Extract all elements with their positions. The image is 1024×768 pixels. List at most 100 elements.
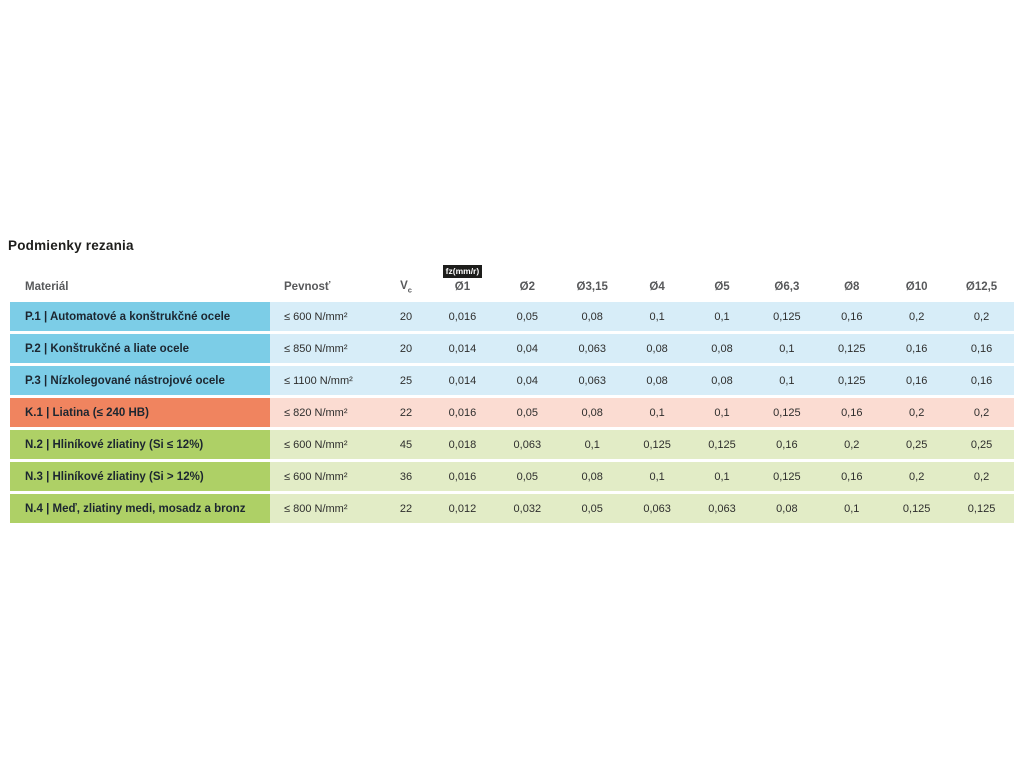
fz-cell: 0,1 [844,502,860,515]
strength-cell: ≤ 600 N/mm² [284,438,348,451]
fz-cell: 0,1 [714,470,730,483]
material-cell: K.1 | Liatina (≤ 240 HB) [10,398,270,428]
fz-cell: 0,1 [649,310,665,323]
material-cell: N.2 | Hliníkové zliatiny (Si ≤ 12%) [10,430,270,460]
fz-cell: 0,1 [649,470,665,483]
column-header-d3-15: Ø3,15 [576,280,608,293]
fz-cell: 0,016 [448,310,477,323]
fz-cell: 0,125 [643,438,671,451]
fz-cell: 0,05 [516,310,539,323]
fz-cell: 0,016 [448,470,477,483]
strength-cell: ≤ 800 N/mm² [284,502,348,515]
fz-cell: 0,063 [708,502,736,515]
column-header-d10: Ø10 [905,280,928,293]
fz-cell: 0,08 [581,470,603,483]
fz-cell: 0,04 [516,374,539,387]
table-row-p1: P.1 | Automatové a konštrukčné ocele ≤ 6… [10,302,1014,332]
fz-cell: 0,16 [776,438,798,451]
table-header-row: Materiál Pevnosť Vc fz(mm/r) Ø1 Ø2 Ø3,15… [10,265,1014,294]
column-header-d6-3: Ø6,3 [774,280,800,293]
fz-cell: 0,1 [584,438,600,451]
fz-cell: 0,063 [513,438,542,451]
fz-cell: 0,125 [838,374,866,387]
strength-cell: ≤ 600 N/mm² [284,310,348,323]
fz-cell: 0,1 [714,406,730,419]
column-header-d5: Ø5 [714,280,730,293]
fz-cell: 0,25 [905,438,928,451]
fz-cell: 0,16 [970,342,993,355]
fz-cell: 0,2 [844,438,860,451]
fz-cell: 0,08 [711,342,733,355]
fz-cell: 0,014 [448,342,477,355]
fz-cell: 0,2 [909,406,925,419]
fz-cell: 0,018 [448,438,477,451]
fz-cell: 0,125 [838,342,866,355]
strength-cell: ≤ 820 N/mm² [284,406,348,419]
cutting-conditions-table: Materiál Pevnosť Vc fz(mm/r) Ø1 Ø2 Ø3,15… [10,265,1014,524]
fz-cell: 0,05 [516,406,539,419]
fz-cell: 0,125 [773,406,801,419]
fz-unit-badge: fz(mm/r) [442,265,483,278]
fz-cell: 0,05 [516,470,539,483]
table-row-n4: N.4 | Meď, zliatiny medi, mosadz a bronz… [10,494,1014,524]
fz-cell: 0,16 [970,374,993,387]
fz-cell: 0,08 [581,406,603,419]
fz-cell: 0,08 [776,502,798,515]
vc-cell: 36 [399,470,413,483]
vc-cell: 22 [399,502,413,515]
column-header-material: Materiál [25,280,69,293]
table-row-k1: K.1 | Liatina (≤ 240 HB) ≤ 820 N/mm² 22 … [10,398,1014,428]
fz-cell: 0,2 [909,310,925,323]
vc-symbol: V [400,280,408,292]
fz-cell: 0,16 [841,406,863,419]
fz-cell: 0,08 [646,374,668,387]
fz-cell: 0,16 [905,342,928,355]
fz-cell: 0,012 [448,502,477,515]
fz-cell: 0,16 [905,374,928,387]
vc-cell: 20 [399,342,413,355]
table-row-p3: P.3 | Nízkolegované nástrojové ocele ≤ 1… [10,366,1014,396]
fz-cell: 0,125 [902,502,931,515]
fz-cell: 0,1 [779,342,795,355]
material-cell: P.2 | Konštrukčné a liate ocele [10,334,270,364]
fz-cell: 0,2 [909,470,925,483]
material-cell: N.4 | Meď, zliatiny medi, mosadz a bronz [10,494,270,524]
vc-cell: 22 [399,406,413,419]
vc-cell: 45 [399,438,413,451]
material-cell: P.1 | Automatové a konštrukčné ocele [10,302,270,332]
strength-cell: ≤ 600 N/mm² [284,470,348,483]
fz-cell: 0,16 [841,310,863,323]
table-body: P.1 | Automatové a konštrukčné ocele ≤ 6… [10,302,1014,524]
table-row-n3: N.3 | Hliníkové zliatiny (Si > 12%) ≤ 60… [10,462,1014,492]
table-row-n2: N.2 | Hliníkové zliatiny (Si ≤ 12%) ≤ 60… [10,430,1014,460]
fz-cell: 0,25 [970,438,993,451]
fz-cell: 0,125 [773,310,801,323]
strength-cell: ≤ 850 N/mm² [284,342,348,355]
column-header-d2: Ø2 [519,280,535,293]
strength-cell: ≤ 1100 N/mm² [284,374,353,387]
column-header-vc: Vc [382,280,430,294]
column-header-d1: fz(mm/r) Ø1 [430,265,495,294]
fz-cell: 0,125 [773,470,801,483]
fz-cell: 0,2 [973,470,990,483]
fz-cell: 0,125 [708,438,736,451]
column-header-strength: Pevnosť [284,280,331,293]
column-header-d8: Ø8 [844,280,860,293]
fz-cell: 0,08 [581,310,603,323]
fz-cell: 0,014 [448,374,477,387]
fz-cell: 0,05 [581,502,603,515]
fz-cell: 0,2 [973,310,990,323]
column-header-d12-5: Ø12,5 [965,280,998,293]
fz-cell: 0,032 [513,502,542,515]
cutting-conditions-section: Podmienky rezania Materiál Pevnosť Vc fz… [8,238,1016,526]
fz-cell: 0,1 [714,310,730,323]
fz-cell: 0,1 [779,374,795,387]
column-header-d4: Ø4 [649,280,665,293]
fz-cell: 0,125 [967,502,996,515]
fz-cell: 0,063 [578,374,606,387]
vc-subscript: c [407,285,412,295]
fz-cell: 0,016 [448,406,477,419]
fz-cell: 0,063 [578,342,606,355]
page-title: Podmienky rezania [8,238,134,253]
